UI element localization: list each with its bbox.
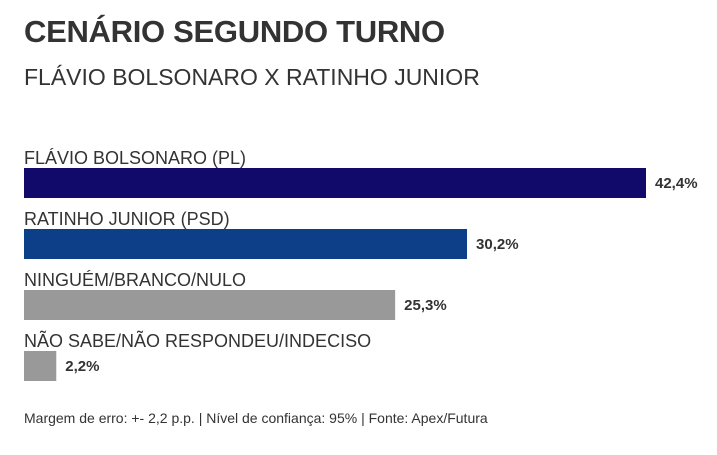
category-label: NINGUÉM/BRANCO/NULO xyxy=(24,270,246,290)
value-label: 30,2% xyxy=(476,236,519,253)
chart-title: CENÁRIO SEGUNDO TURNO xyxy=(24,14,445,49)
chart-subtitle: FLÁVIO BOLSONARO X RATINHO JUNIOR xyxy=(24,64,480,90)
value-label: 25,3% xyxy=(404,297,447,314)
bar xyxy=(24,351,57,381)
bar xyxy=(24,168,646,198)
bar xyxy=(24,229,468,259)
value-label: 42,4% xyxy=(655,175,698,192)
bar xyxy=(24,290,396,320)
category-label: RATINHO JUNIOR (PSD) xyxy=(24,209,230,229)
value-label: 2,2% xyxy=(65,358,99,375)
category-label: NÃO SABE/NÃO RESPONDEU/INDECISO xyxy=(24,330,371,351)
footnote: Margem de erro: +- 2,2 p.p. | Nível de c… xyxy=(24,410,488,426)
category-label: FLÁVIO BOLSONARO (PL) xyxy=(24,148,246,168)
